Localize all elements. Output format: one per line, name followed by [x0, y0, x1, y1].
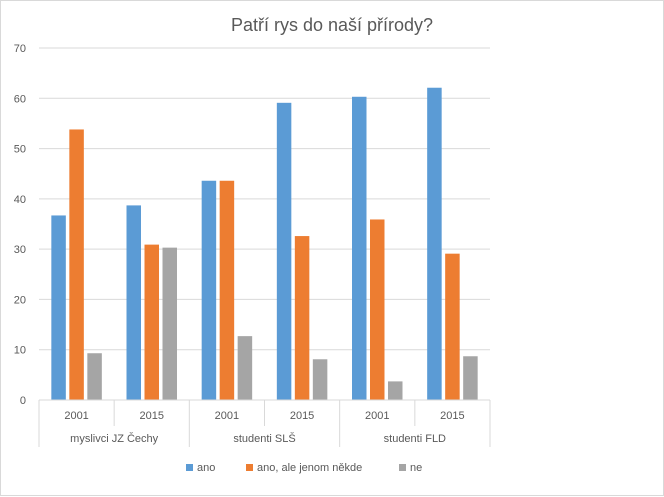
bar-ano-1 [126, 205, 141, 400]
y-tick-label: 10 [14, 345, 26, 357]
bar-ano-4 [352, 96, 367, 400]
bar-ne-3 [312, 359, 328, 400]
x-category-label: 2001 [365, 410, 389, 422]
legend-swatch [186, 464, 193, 471]
legend-swatch [246, 464, 253, 471]
legend-swatch [399, 464, 406, 471]
bar-ano-ale-jenom-n-kde-2 [219, 180, 235, 400]
x-category-label: 2001 [215, 410, 239, 422]
x-group-label: studenti FLD [384, 433, 446, 445]
bar-ano-ale-jenom-n-kde-0 [69, 129, 84, 400]
x-group-label: studenti SLŠ [233, 432, 295, 445]
x-axis: 2001 2015 2001 2015 2001 2015 myslivci JZ Čech… [38, 399, 491, 447]
y-tick-label: 50 [14, 144, 26, 156]
bar-ne-4 [388, 381, 403, 400]
y-tick-label: 30 [14, 244, 26, 256]
y-tick-label: 20 [14, 294, 26, 306]
y-axis: 0 10 20 30 40 50 60 70 [14, 43, 26, 407]
x-group-label: myslivci JZ Čechy [70, 432, 159, 445]
bar-ne-5 [463, 356, 478, 400]
chart-title: Patří rys do naší přírody? [231, 15, 433, 35]
bar-ne-0 [87, 353, 102, 400]
y-tick-label: 60 [14, 93, 26, 105]
bars [51, 87, 478, 401]
y-tick-label: 0 [20, 395, 26, 407]
x-category-label: 2015 [140, 410, 164, 422]
gridlines [39, 47, 490, 351]
y-tick-label: 40 [14, 194, 26, 206]
x-category-label: 2015 [290, 410, 314, 422]
bar-ano-ale-jenom-n-kde-4 [370, 219, 385, 400]
bar-ano-ale-jenom-n-kde-1 [144, 244, 159, 400]
bar-ano-ale-jenom-n-kde-5 [445, 253, 460, 400]
legend-label: ano [197, 462, 215, 474]
bar-ano-0 [51, 215, 66, 400]
x-category-label: 2001 [64, 410, 88, 422]
x-category-label: 2015 [440, 410, 464, 422]
y-tick-label: 70 [14, 43, 26, 55]
bar-ne-1 [162, 247, 177, 400]
bar-ano-5 [427, 87, 442, 401]
bar-ano-3 [276, 102, 292, 400]
legend-label: ne [410, 462, 422, 474]
bar-ano-2 [201, 180, 217, 400]
legend: ano ano, ale jenom někde ne [186, 462, 422, 474]
bar-ano-ale-jenom-n-kde-3 [294, 236, 310, 400]
legend-label: ano, ale jenom někde [257, 462, 362, 474]
bar-ne-2 [237, 336, 253, 400]
